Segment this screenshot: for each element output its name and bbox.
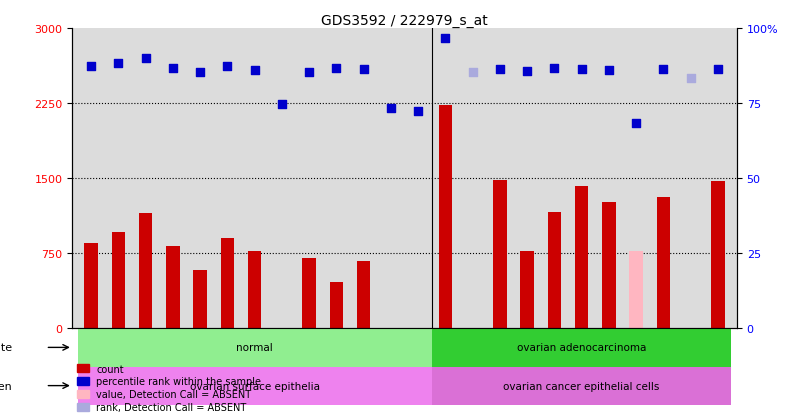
Point: [575, 66, 588, 73]
Bar: [575, 187, 589, 328]
Point: [466, 69, 479, 76]
Point: [439, 36, 452, 42]
Point: [276, 101, 288, 108]
Bar: [548, 213, 562, 328]
Point: [657, 66, 670, 73]
Bar: [78, 328, 432, 367]
Text: normal: normal: [236, 342, 273, 353]
Bar: [432, 328, 731, 367]
Bar: [139, 214, 152, 328]
Bar: [521, 252, 534, 328]
Point: [384, 105, 397, 112]
Bar: [493, 181, 507, 328]
Bar: [220, 239, 234, 328]
Bar: [329, 282, 343, 328]
Bar: [111, 233, 125, 328]
Bar: [248, 252, 261, 328]
Point: [357, 66, 370, 73]
Bar: [657, 198, 670, 328]
Text: ovarian adenocarcinoma: ovarian adenocarcinoma: [517, 342, 646, 353]
Point: [221, 64, 234, 70]
Point: [303, 69, 316, 76]
Bar: [166, 247, 179, 328]
Bar: [193, 271, 207, 328]
Point: [330, 66, 343, 72]
Legend: count, percentile rank within the sample, value, Detection Call = ABSENT, rank, : count, percentile rank within the sample…: [77, 364, 261, 412]
Bar: [78, 367, 432, 405]
Point: [194, 69, 207, 76]
Point: [548, 66, 561, 72]
Point: [684, 76, 697, 82]
Bar: [630, 252, 643, 328]
Point: [493, 66, 506, 73]
Text: ovarian surface epithelia: ovarian surface epithelia: [190, 381, 320, 391]
Title: GDS3592 / 222979_s_at: GDS3592 / 222979_s_at: [321, 14, 488, 28]
Bar: [439, 106, 453, 328]
Point: [139, 56, 152, 62]
Text: specimen: specimen: [0, 381, 12, 391]
Text: disease state: disease state: [0, 342, 12, 353]
Point: [248, 68, 261, 74]
Point: [602, 68, 615, 74]
Point: [412, 109, 425, 115]
Bar: [356, 261, 370, 328]
Bar: [711, 182, 725, 328]
Point: [521, 69, 533, 75]
Bar: [302, 259, 316, 328]
Point: [630, 121, 642, 127]
Point: [112, 61, 125, 67]
Point: [167, 66, 179, 72]
Bar: [602, 203, 616, 328]
Point: [85, 64, 98, 70]
Point: [711, 66, 724, 73]
Bar: [84, 244, 98, 328]
Text: ovarian cancer epithelial cells: ovarian cancer epithelial cells: [503, 381, 660, 391]
Bar: [432, 367, 731, 405]
